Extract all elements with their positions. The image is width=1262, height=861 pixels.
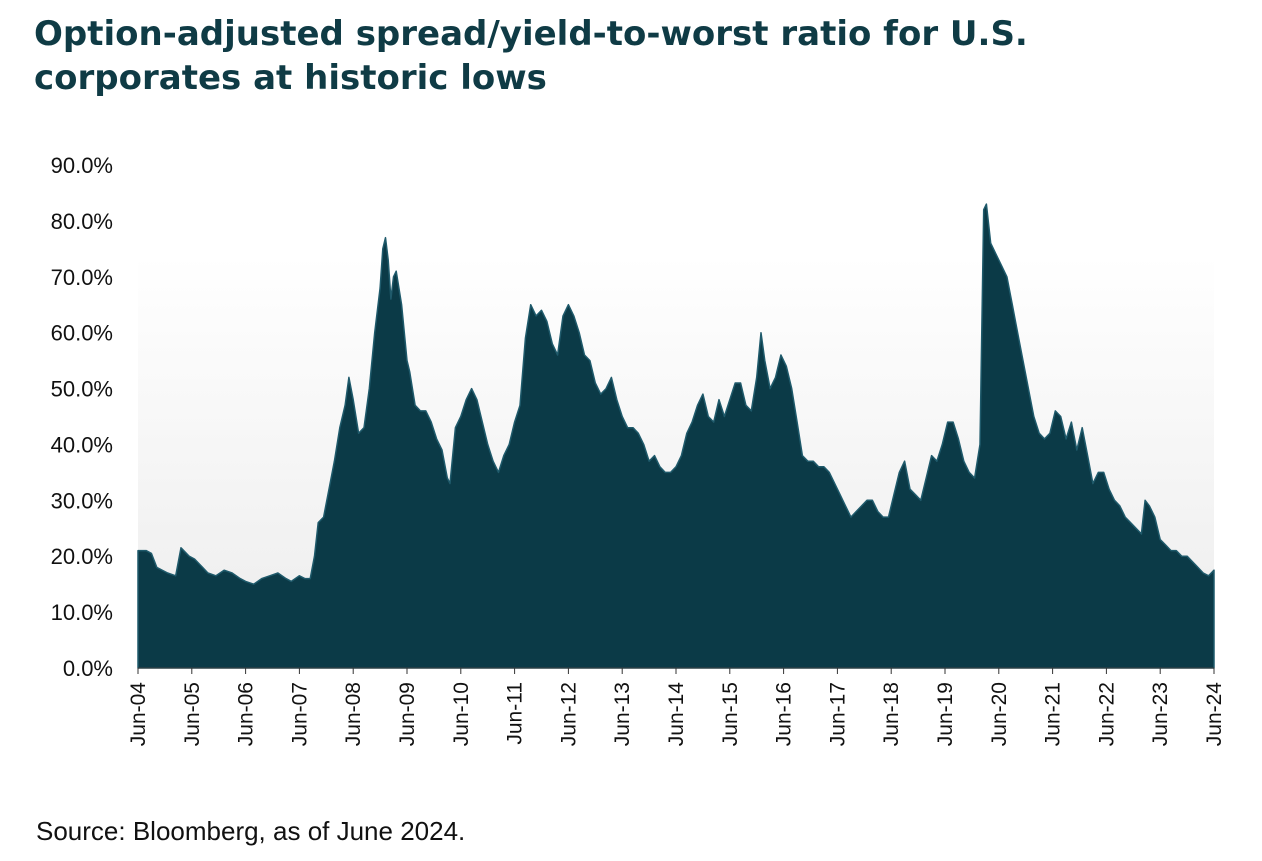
x-tick-label: Jun-12 — [557, 682, 580, 746]
x-tick-label: Jun-21 — [1042, 682, 1065, 746]
x-tick-label: Jun-24 — [1203, 682, 1226, 747]
x-axis: Jun-04 Jun-05 Jun-06 Jun-07 Jun-08 Jun-09 Jun-… — [127, 668, 1226, 746]
x-tick-label: Jun-19 — [934, 682, 957, 746]
y-axis: 0.0% 10.0% 20.0% 30.0% 40.0% 50.0% 60.0% 70.0% 8… — [51, 153, 113, 681]
x-tick-label: Jun-06 — [235, 682, 258, 746]
x-tick-label: Jun-15 — [719, 682, 742, 746]
x-tick-label: Jun-20 — [988, 682, 1011, 746]
y-tick-label: 30.0% — [51, 488, 113, 513]
series-layer — [137, 203, 1215, 669]
series-area — [137, 203, 1215, 669]
x-tick-label: Jun-18 — [880, 682, 903, 746]
y-tick-label: 70.0% — [51, 265, 113, 290]
x-tick-label: Jun-04 — [127, 682, 150, 747]
x-tick-label: Jun-10 — [450, 682, 473, 746]
x-tick-label: Jun-05 — [181, 682, 204, 746]
x-tick-label: Jun-14 — [665, 682, 688, 747]
x-tick-label: Jun-23 — [1149, 682, 1172, 746]
y-tick-label: 90.0% — [51, 153, 113, 178]
x-tick-label: Jun-16 — [773, 682, 796, 746]
x-tick-label: Jun-09 — [396, 682, 419, 746]
chart-title: Option-adjusted spread/yield-to-worst ra… — [34, 14, 1028, 98]
y-tick-label: 60.0% — [51, 321, 113, 346]
x-tick-label: Jun-13 — [611, 682, 634, 746]
y-tick-label: 0.0% — [63, 656, 113, 681]
source-note: Source: Bloomberg, as of June 2024. — [36, 816, 466, 846]
x-tick-label: Jun-08 — [342, 682, 365, 746]
y-tick-label: 20.0% — [51, 544, 113, 569]
y-tick-label: 10.0% — [51, 600, 113, 625]
x-tick-label: Jun-07 — [288, 682, 311, 746]
y-tick-label: 80.0% — [51, 209, 113, 234]
x-tick-label: Jun-11 — [504, 682, 527, 745]
y-tick-label: 50.0% — [51, 377, 113, 402]
x-tick-label: Jun-22 — [1095, 682, 1118, 746]
x-tick-label: Jun-17 — [826, 682, 849, 746]
y-tick-label: 40.0% — [51, 432, 113, 457]
